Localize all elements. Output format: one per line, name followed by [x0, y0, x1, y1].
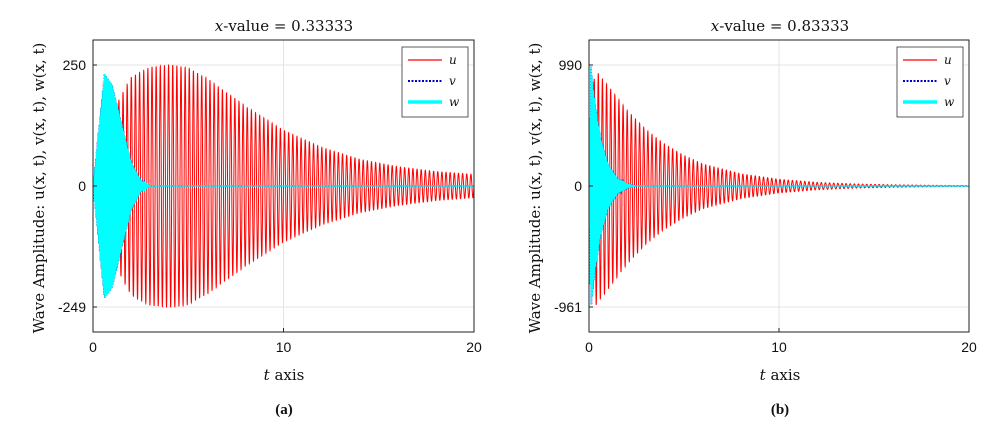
- panel-a-caption: (a): [275, 402, 293, 418]
- panel-b-legend: uvw: [896, 46, 964, 118]
- panel-b-series-group: [589, 66, 969, 305]
- panel-b-xtick-2: 20: [961, 339, 977, 355]
- panel-a-ylabel: Wave Amplitude: u(x, t), v(x, t), w(x, t…: [30, 43, 48, 334]
- panel-b-title: x-value = 0.83333: [711, 17, 849, 35]
- panel-a-xtick-1: 10: [276, 339, 292, 355]
- panel-a-legend: uvw: [401, 46, 469, 118]
- panel-b-ytick-1: 0: [574, 178, 582, 194]
- panel-a: x-value = 0.33333 0 10 20 250 0 -249 uvw Wave …: [30, 17, 482, 418]
- panel-a-ytick-2: -249: [58, 299, 86, 315]
- panel-a-xlabel: t axis: [264, 366, 305, 384]
- panel-b: x-value = 0.83333 0 10 20 990 0 -961 uvw Wave …: [526, 17, 977, 418]
- panel-b-xlabel: t axis: [760, 366, 801, 384]
- panel-b-ytick-2: -961: [554, 299, 582, 315]
- panel-b-xtick-1: 10: [771, 339, 787, 355]
- panel-b-ylabel: Wave Amplitude: u(x, t), v(x, t), w(x, t…: [526, 43, 544, 334]
- panel-a-legend-label-u: u: [449, 53, 457, 67]
- panel-a-xtick-2: 20: [466, 339, 482, 355]
- panel-a-ytick-0: 250: [63, 57, 87, 73]
- panel-b-series-w: [589, 66, 969, 305]
- panel-a-series-group: [93, 63, 474, 309]
- panel-a-legend-label-v: v: [449, 74, 456, 88]
- panel-b-xtick-0: 0: [585, 339, 593, 355]
- panel-b-caption: (b): [771, 402, 789, 418]
- panel-b-plot-area: 0 10 20 990 0 -961 uvw: [554, 39, 977, 355]
- panel-a-legend-label-w: w: [449, 95, 460, 109]
- panel-a-title: x-value = 0.33333: [215, 17, 353, 35]
- panel-a-plot-area: 0 10 20 250 0 -249 uvw: [58, 39, 482, 355]
- panel-a-xtick-0: 0: [89, 339, 97, 355]
- panel-b-ytick-0: 990: [559, 57, 583, 73]
- panel-a-series-w: [93, 73, 474, 298]
- panel-b-legend-label-v: v: [944, 74, 951, 88]
- panel-a-ytick-1: 0: [78, 178, 86, 194]
- panel-b-legend-label-u: u: [944, 53, 952, 67]
- panel-b-legend-label-w: w: [944, 95, 955, 109]
